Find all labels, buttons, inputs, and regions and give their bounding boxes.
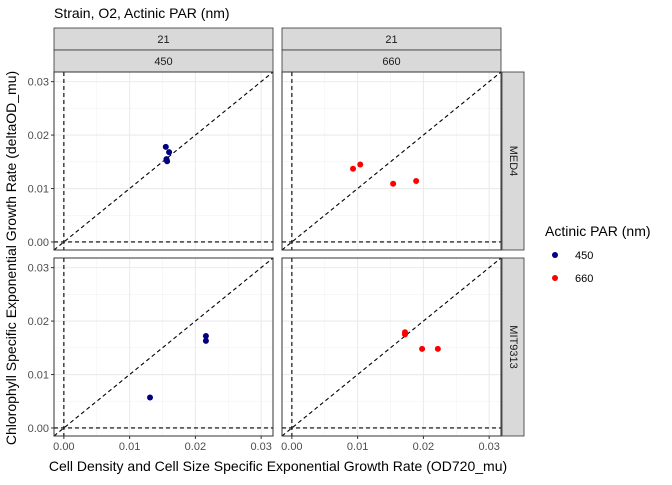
data-point bbox=[202, 337, 209, 344]
y-axis-label: Chlorophyll Specific Exponential Growth … bbox=[3, 71, 19, 445]
legend-key bbox=[552, 252, 558, 258]
y-tick-label: 0.01 bbox=[28, 184, 49, 196]
data-point bbox=[390, 180, 397, 187]
panel-border bbox=[281, 257, 502, 437]
panel bbox=[281, 71, 502, 251]
panel-border bbox=[281, 71, 502, 251]
facet-strips: 21 450 21 660 MED4 MIT9313 bbox=[53, 27, 525, 437]
x-axis-label: Cell Density and Cell Size Specific Expo… bbox=[49, 458, 507, 474]
y-tick-label: 0.02 bbox=[28, 316, 49, 328]
x-tick-label: 0.00 bbox=[281, 441, 302, 453]
strip-par-label: 660 bbox=[382, 56, 400, 68]
legend-key bbox=[552, 275, 558, 281]
data-point bbox=[401, 331, 408, 338]
x-tick-label: 0.03 bbox=[250, 441, 271, 453]
y-tick-label: 0.02 bbox=[28, 130, 49, 142]
panel bbox=[53, 71, 274, 251]
strip-strain-bg bbox=[501, 257, 525, 437]
data-point bbox=[162, 143, 169, 150]
panel-border bbox=[53, 71, 274, 251]
y-tick-label: 0.00 bbox=[28, 237, 49, 249]
x-tick-label: 0.01 bbox=[347, 441, 368, 453]
strip-par-label: 450 bbox=[154, 56, 172, 68]
x-tick-label: 0.02 bbox=[413, 441, 434, 453]
strip-strain-label: MIT9313 bbox=[507, 325, 519, 368]
strip-strain-label: MED4 bbox=[507, 146, 519, 177]
data-point bbox=[147, 394, 154, 401]
data-point bbox=[202, 333, 209, 340]
x-tick-label: 0.02 bbox=[185, 441, 206, 453]
y-tick-label: 0.01 bbox=[28, 370, 49, 382]
legend-entries: 450 660 bbox=[552, 250, 593, 285]
legend-label: 660 bbox=[575, 273, 593, 285]
reference-line-identity bbox=[281, 257, 502, 437]
strip-o2-label: 21 bbox=[157, 34, 169, 46]
axes: 0.00 0.01 0.02 0.03 0.00 0.01 0.02 0.03 0.00 0.01… bbox=[28, 77, 500, 453]
data-point bbox=[350, 165, 357, 172]
panel bbox=[281, 257, 502, 437]
x-tick-label: 0.03 bbox=[478, 441, 499, 453]
reference-line-identity bbox=[53, 71, 274, 251]
y-tick-label: 0.03 bbox=[28, 263, 49, 275]
panel-border bbox=[53, 257, 274, 437]
data-point bbox=[419, 345, 426, 352]
x-tick-label: 0.00 bbox=[53, 441, 74, 453]
reference-line-identity bbox=[281, 71, 502, 251]
strip-o2-label: 21 bbox=[385, 34, 397, 46]
y-tick-label: 0.03 bbox=[28, 77, 49, 89]
legend-label: 450 bbox=[575, 250, 593, 262]
legend-title: Actinic PAR (nm) bbox=[545, 223, 651, 239]
facet-panels bbox=[53, 71, 502, 437]
reference-line-identity bbox=[53, 257, 274, 437]
y-tick-label: 0.00 bbox=[28, 423, 49, 435]
data-point bbox=[166, 149, 173, 156]
data-point bbox=[434, 345, 441, 352]
data-point bbox=[413, 178, 420, 185]
strip-strain-bg bbox=[501, 71, 525, 251]
panel bbox=[53, 257, 274, 437]
chart-title: Strain, O2, Actinic PAR (nm) bbox=[54, 5, 230, 21]
data-point bbox=[164, 158, 171, 165]
data-point bbox=[357, 161, 364, 168]
x-tick-label: 0.01 bbox=[119, 441, 140, 453]
legend: Actinic PAR (nm) 450 660 bbox=[545, 223, 651, 285]
